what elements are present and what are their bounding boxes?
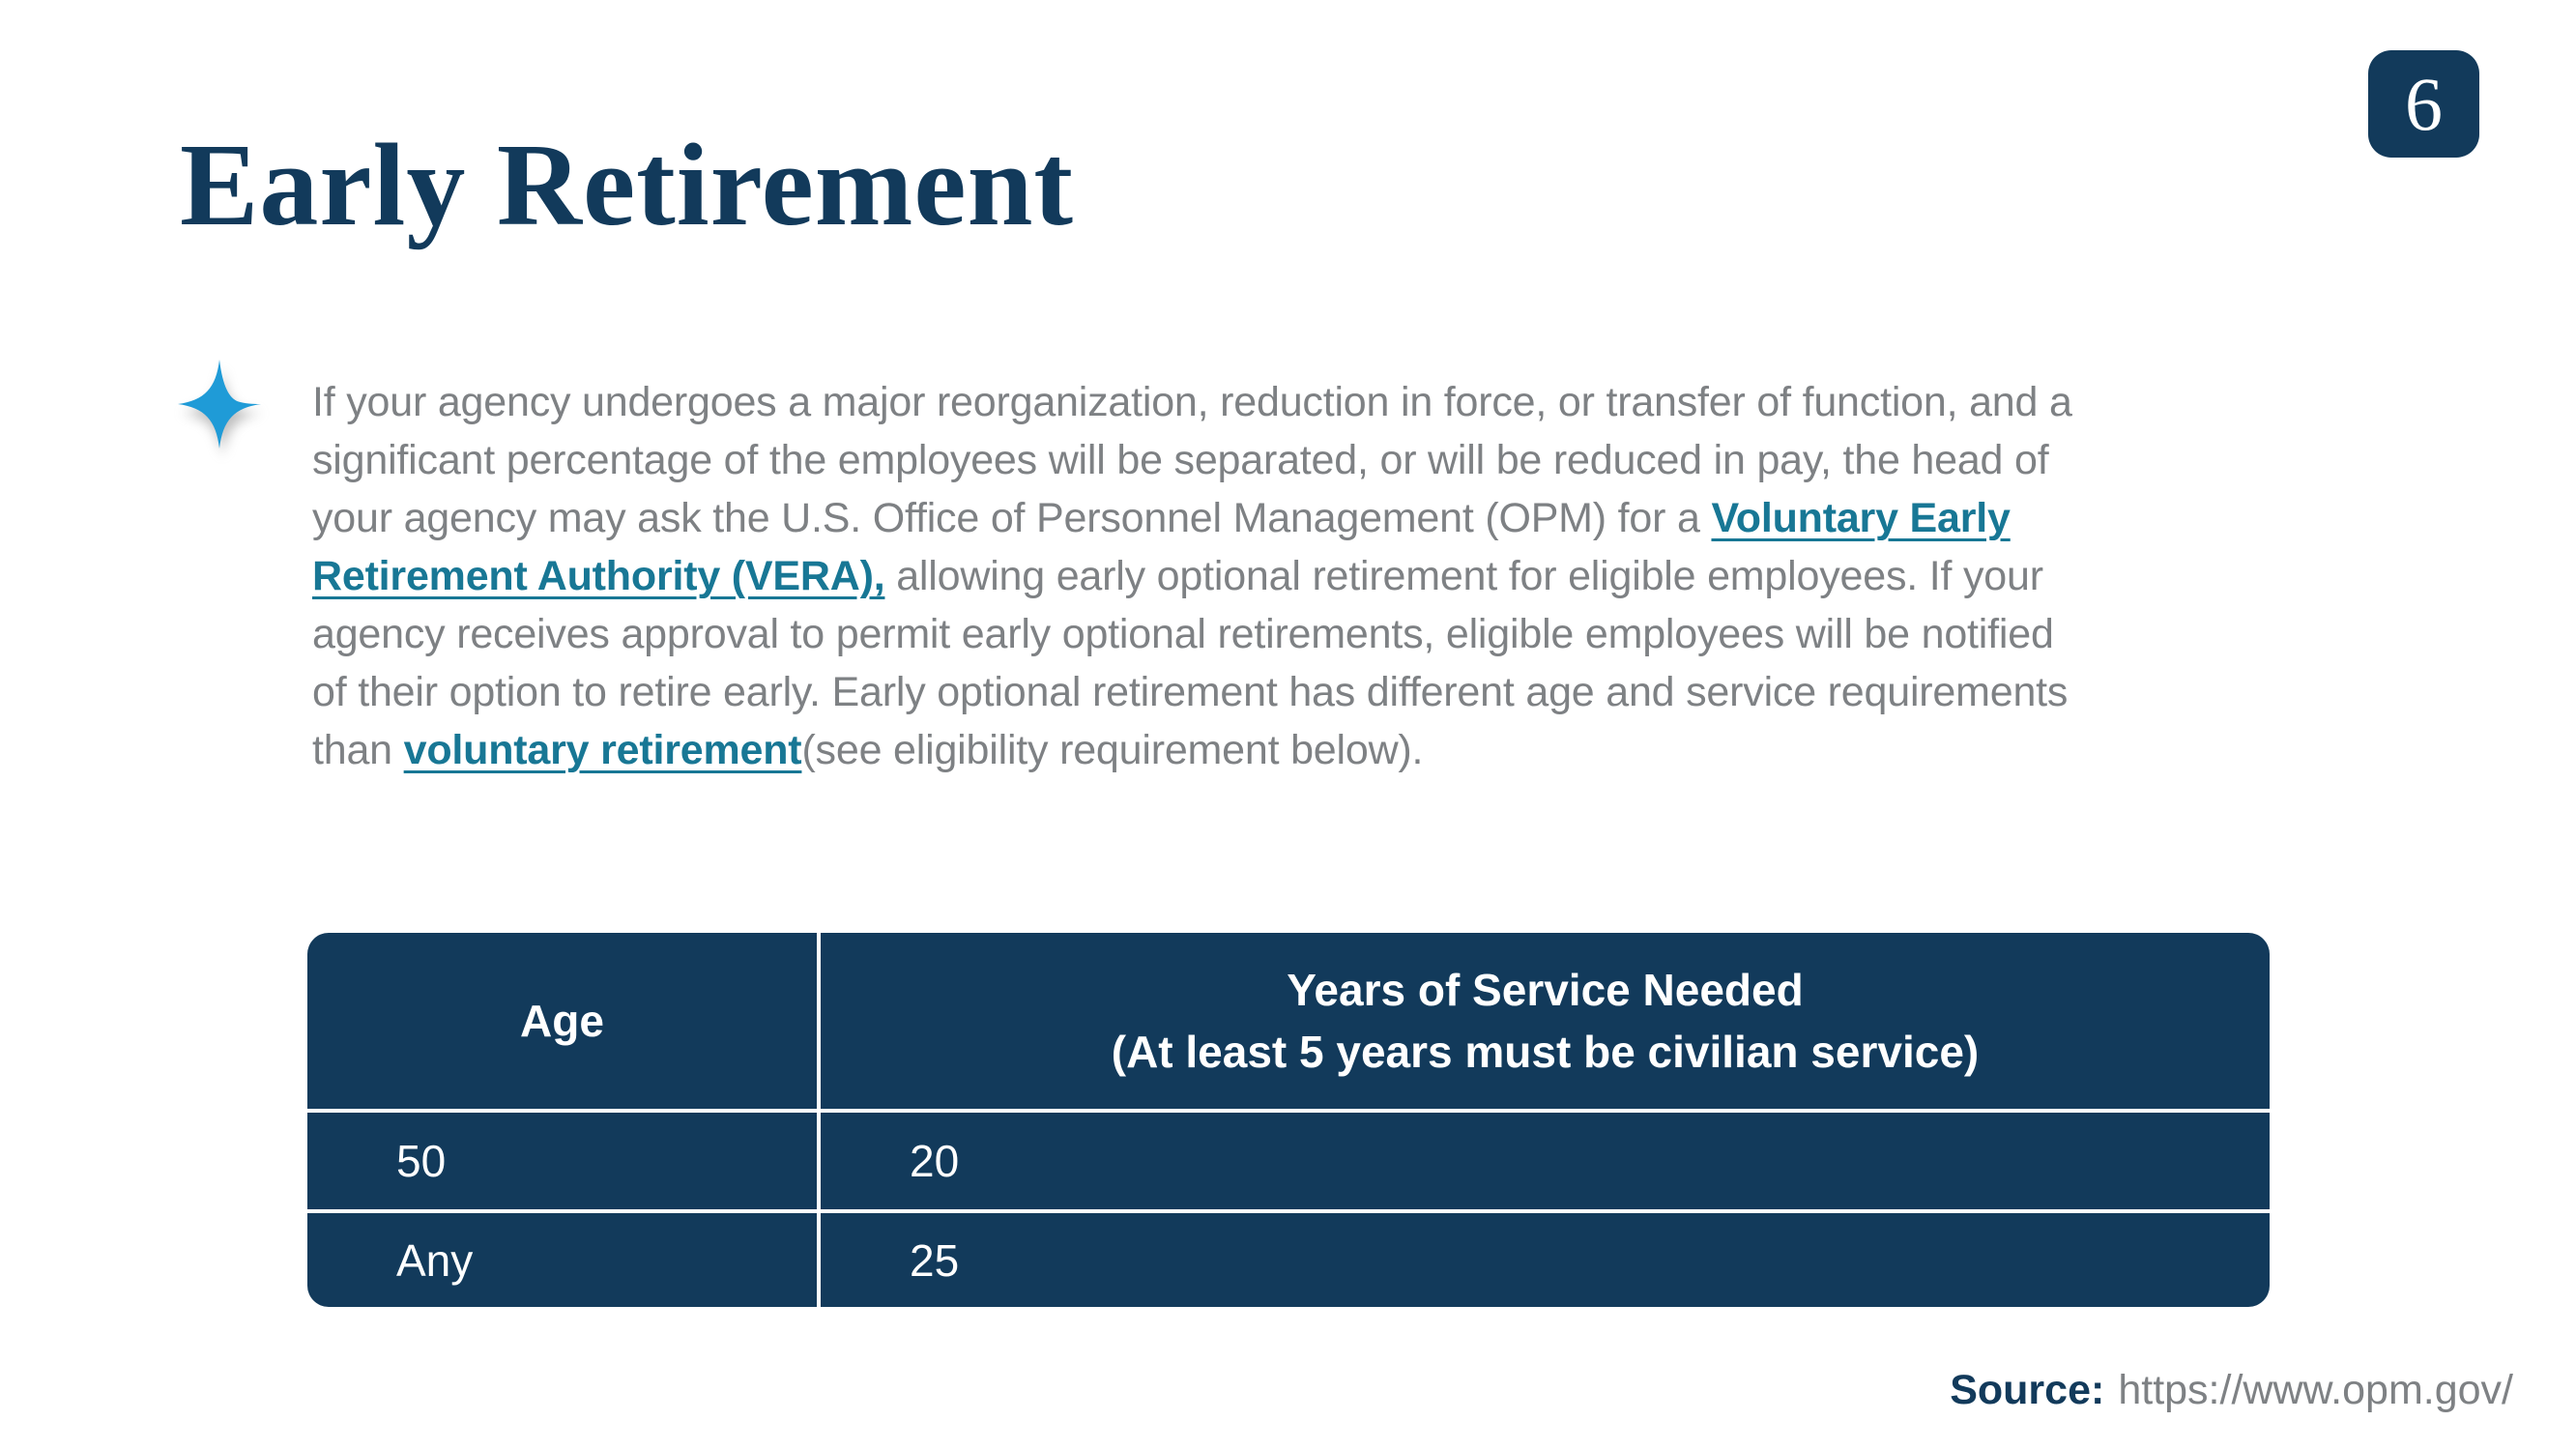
header-line: Years of Service Needed — [1287, 965, 1804, 1015]
vera-link-part-2[interactable]: Retirement Authority (VERA), — [312, 553, 885, 599]
slide-title: Early Retirement — [180, 120, 1075, 250]
paragraph-text: allowing early optional retirement for e… — [884, 553, 2043, 599]
source-label: Source: — [1950, 1367, 2105, 1413]
voluntary-retirement-link[interactable]: voluntary retirement — [403, 727, 802, 773]
paragraph-line: agency receives approval to permit early… — [312, 605, 2072, 663]
paragraph-line: If your agency undergoes a major reorgan… — [312, 373, 2072, 431]
eligibility-table: Age Years of Service Needed (At least 5 ye… — [307, 933, 2270, 1307]
header-cell: Age — [307, 933, 817, 1109]
paragraph-text: (see eligibility requirement below). — [801, 727, 1424, 773]
page-number-badge: 6 — [2368, 50, 2479, 158]
table-cell: 20 — [821, 1113, 2270, 1209]
table-cell: 50 — [307, 1113, 817, 1209]
header-line: Age — [520, 996, 604, 1046]
intro-paragraph: If your agency undergoes a major reorgan… — [312, 373, 2072, 779]
paragraph-line: than voluntary retirement(see eligibilit… — [312, 721, 2072, 779]
paragraph-text: If your agency undergoes a major reorgan… — [312, 379, 2072, 425]
table-cell: 25 — [821, 1213, 2270, 1307]
header-line: (At least 5 years must be civilian servi… — [1111, 1027, 1980, 1077]
vera-link-part-1[interactable]: Voluntary Early — [1711, 495, 2011, 541]
page-number: 6 — [2405, 61, 2443, 146]
star-shape — [178, 360, 261, 449]
paragraph-text: agency receives approval to permit early… — [312, 611, 2054, 657]
source-url: https://www.opm.gov/ — [2118, 1367, 2513, 1413]
four-point-star-icon — [178, 360, 261, 449]
paragraph-line: your agency may ask the U.S. Office of P… — [312, 489, 2072, 547]
paragraph-line: significant percentage of the employees … — [312, 431, 2072, 489]
paragraph-text: significant percentage of the employees … — [312, 437, 2049, 483]
paragraph-text: than — [312, 727, 404, 773]
table-cell: Any — [307, 1213, 817, 1307]
source-line: Source: https://www.opm.gov/ — [1950, 1367, 2513, 1414]
paragraph-text: of their option to retire early. Early o… — [312, 669, 2069, 715]
paragraph-line: of their option to retire early. Early o… — [312, 663, 2072, 721]
paragraph-text: your agency may ask the U.S. Office of P… — [312, 495, 1712, 541]
header-cell: Years of Service Needed (At least 5 years… — [821, 933, 2270, 1109]
paragraph-line: Retirement Authority (VERA), allowing ea… — [312, 547, 2072, 605]
